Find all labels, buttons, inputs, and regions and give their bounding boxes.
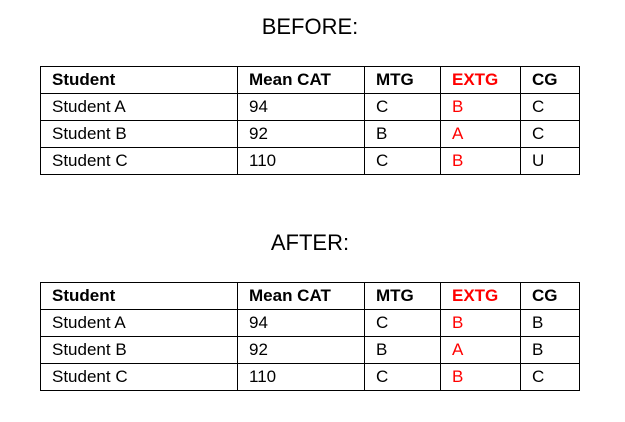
cell-cg: U — [520, 147, 580, 175]
cell-cg: B — [520, 309, 580, 337]
cell-cg: C — [520, 120, 580, 148]
cell-extg: B — [440, 309, 521, 337]
cell-student: Student B — [40, 336, 238, 364]
cell-cg: C — [520, 93, 580, 121]
cell-mtg: B — [364, 336, 441, 364]
cell-extg: B — [440, 363, 521, 391]
cell-mean-cat: 94 — [237, 309, 365, 337]
table-row: Student C 110 C B U — [40, 147, 580, 175]
cell-student: Student A — [40, 309, 238, 337]
cell-mtg: C — [364, 363, 441, 391]
header-mtg: MTG — [364, 282, 441, 310]
table-row: Student A 94 C B B — [40, 309, 580, 337]
cell-mean-cat: 94 — [237, 93, 365, 121]
table-row: Student B 92 B A B — [40, 336, 580, 364]
header-extg: EXTG — [440, 66, 521, 94]
cell-mtg: C — [364, 309, 441, 337]
table-row: Student C 110 C B C — [40, 363, 580, 391]
before-table: Student Mean CAT MTG EXTG CG Student A 9… — [40, 66, 580, 175]
cell-extg: B — [440, 93, 521, 121]
cell-mean-cat: 92 — [237, 336, 365, 364]
header-mean-cat: Mean CAT — [237, 66, 365, 94]
before-title: BEFORE: — [261, 14, 359, 39]
table-header-row: Student Mean CAT MTG EXTG CG — [40, 282, 580, 310]
header-extg: EXTG — [440, 282, 521, 310]
cell-extg: A — [440, 120, 521, 148]
cell-extg: B — [440, 147, 521, 175]
cell-student: Student C — [40, 147, 238, 175]
cell-mean-cat: 110 — [237, 147, 365, 175]
table-row: Student A 94 C B C — [40, 93, 580, 121]
cell-cg: B — [520, 336, 580, 364]
header-cg: CG — [520, 66, 580, 94]
header-mtg: MTG — [364, 66, 441, 94]
cell-mean-cat: 110 — [237, 363, 365, 391]
table-row: Student B 92 B A C — [40, 120, 580, 148]
cell-student: Student C — [40, 363, 238, 391]
cell-mtg: C — [364, 147, 441, 175]
cell-cg: C — [520, 363, 580, 391]
table-header-row: Student Mean CAT MTG EXTG CG — [40, 66, 580, 94]
after-table: Student Mean CAT MTG EXTG CG Student A 9… — [40, 282, 580, 391]
cell-mtg: C — [364, 93, 441, 121]
cell-student: Student B — [40, 120, 238, 148]
header-student: Student — [40, 66, 238, 94]
header-student: Student — [40, 282, 238, 310]
after-title: AFTER: — [270, 230, 350, 255]
header-mean-cat: Mean CAT — [237, 282, 365, 310]
cell-mean-cat: 92 — [237, 120, 365, 148]
cell-extg: A — [440, 336, 521, 364]
cell-mtg: B — [364, 120, 441, 148]
cell-student: Student A — [40, 93, 238, 121]
header-cg: CG — [520, 282, 580, 310]
